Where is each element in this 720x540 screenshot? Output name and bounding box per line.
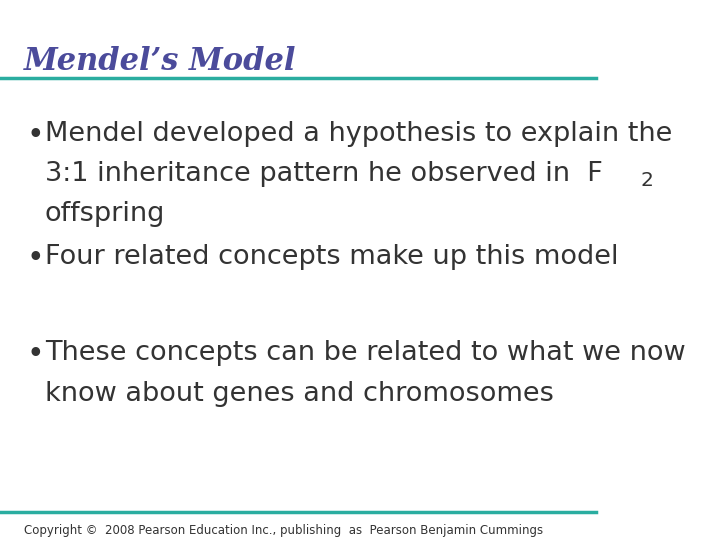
Text: Mendel’s Model: Mendel’s Model xyxy=(24,45,297,77)
Text: •: • xyxy=(27,340,45,369)
Text: 3:1 inheritance pattern he observed in  F: 3:1 inheritance pattern he observed in F xyxy=(45,161,603,187)
Text: offspring: offspring xyxy=(45,201,165,227)
Text: know about genes and chromosomes: know about genes and chromosomes xyxy=(45,381,554,407)
Text: •: • xyxy=(27,244,45,273)
Text: Mendel developed a hypothesis to explain the: Mendel developed a hypothesis to explain… xyxy=(45,120,672,147)
Text: Four related concepts make up this model: Four related concepts make up this model xyxy=(45,244,618,270)
Text: Copyright ©  2008 Pearson Education Inc., publishing  as  Pearson Benjamin Cummi: Copyright © 2008 Pearson Education Inc.,… xyxy=(24,524,543,537)
Text: •: • xyxy=(27,120,45,150)
Text: These concepts can be related to what we now: These concepts can be related to what we… xyxy=(45,340,685,367)
Text: 2: 2 xyxy=(640,171,653,190)
